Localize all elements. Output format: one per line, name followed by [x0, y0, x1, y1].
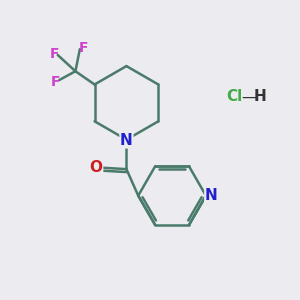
Text: —: —	[241, 89, 256, 104]
Text: F: F	[51, 74, 61, 88]
Text: Cl: Cl	[226, 89, 243, 104]
Text: F: F	[79, 41, 88, 55]
Text: N: N	[205, 188, 217, 203]
Text: F: F	[50, 46, 59, 61]
Text: O: O	[90, 160, 103, 175]
Text: N: N	[120, 133, 133, 148]
Text: H: H	[254, 89, 267, 104]
